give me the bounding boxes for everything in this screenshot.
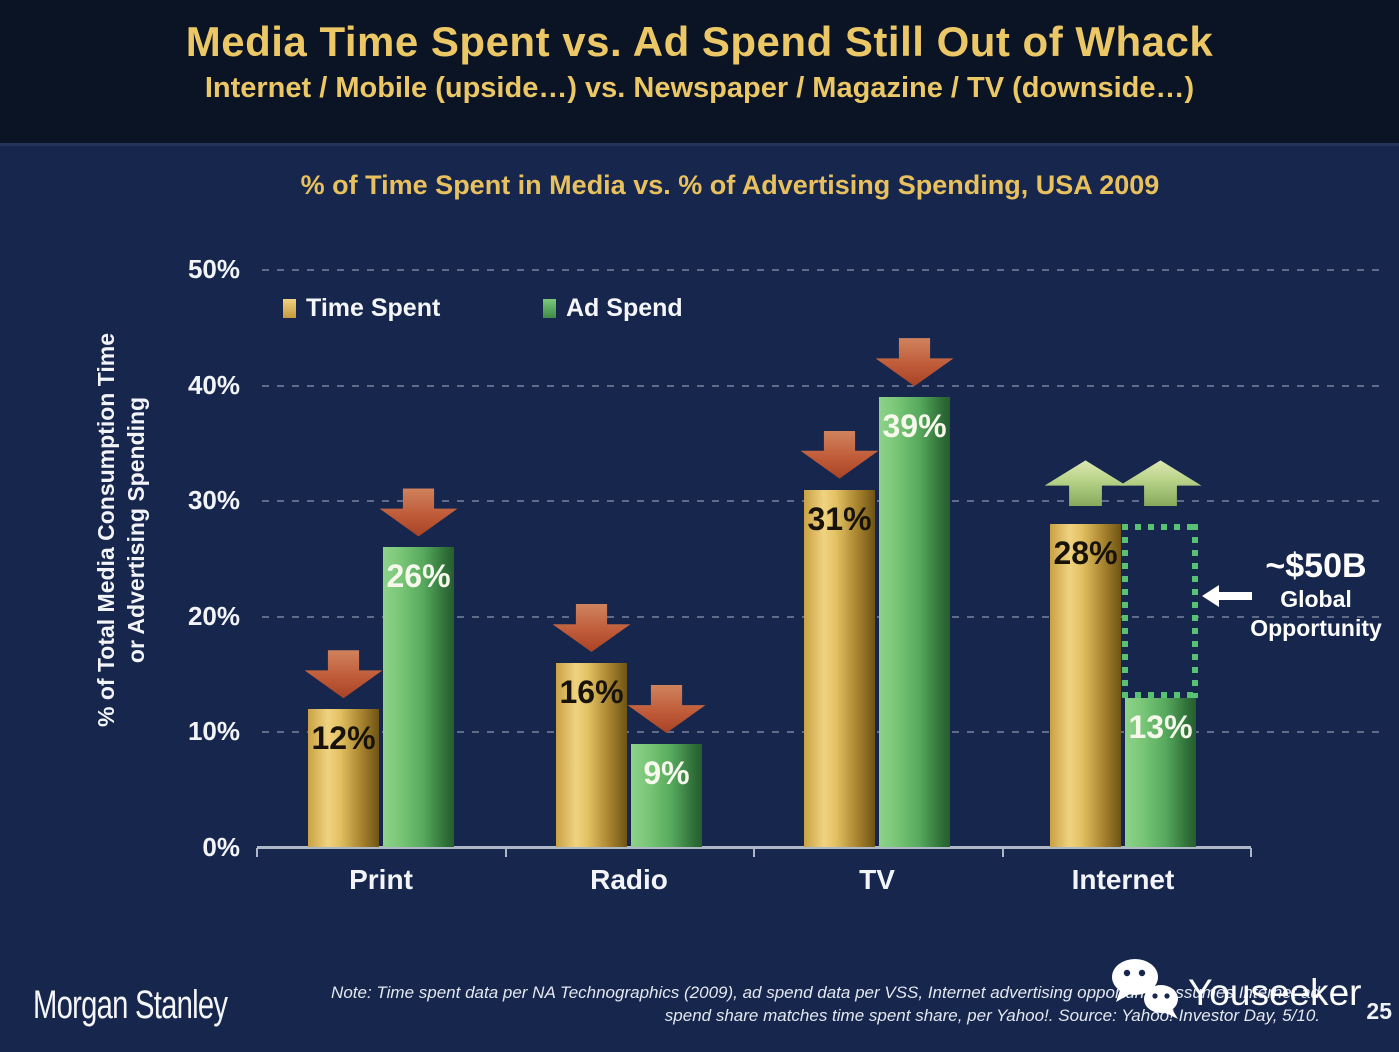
page-number: 25 [1366, 998, 1392, 1024]
trend-arrow-down-icon [627, 684, 706, 733]
y-axis-tick-label: 20% [187, 600, 240, 631]
bar-value-label-time-spent-internet: 28% [1053, 535, 1118, 572]
y-axis-tick-label: 40% [187, 369, 240, 400]
x-axis-category-label: Print [349, 864, 413, 895]
legend-item-ad-spend: Ad Spend [543, 294, 683, 322]
opportunity-annotation: ~$50B Global Opportunity [1237, 547, 1395, 643]
x-axis-tick [256, 848, 258, 857]
bar-value-label-time-spent-print: 12% [311, 720, 376, 757]
trend-arrow-down-icon [875, 338, 954, 387]
x-axis-tick [1250, 848, 1252, 857]
opportunity-gap-box-edge [1122, 691, 1198, 698]
bar-value-label-ad-spend-print: 26% [386, 558, 451, 595]
x-axis-tick [504, 848, 507, 857]
trend-arrow-down-icon [379, 488, 458, 537]
legend-swatch-gold-icon [283, 298, 296, 318]
opportunity-gap-box-edge [1122, 524, 1198, 531]
bar-value-label-time-spent-tv: 31% [807, 500, 872, 537]
legend-label-ad-spend: Ad Spend [566, 293, 683, 322]
x-axis-category-label: Radio [590, 864, 668, 895]
bar-ad-spend-internet [1125, 697, 1196, 847]
legend-item-time-spent: Time Spent [283, 294, 440, 322]
bar-time-spent-radio [556, 663, 627, 847]
x-axis-tick [1001, 848, 1004, 857]
opportunity-gap-box [1122, 524, 1198, 698]
bar-value-label-ad-spend-radio: 9% [643, 754, 690, 791]
gridline [262, 384, 1385, 387]
bar-value-label-ad-spend-internet: 13% [1128, 708, 1193, 745]
bar-time-spent-tv [804, 489, 875, 847]
y-axis-tick-label: 50% [187, 254, 240, 284]
left-pointer-arrow-icon [1202, 585, 1252, 607]
x-axis-category-label: Internet [1071, 864, 1175, 895]
legend-label-time-spent: Time Spent [306, 293, 441, 322]
header-band [0, 0, 1399, 146]
x-axis-line [257, 846, 1251, 849]
trend-arrow-down-icon [800, 430, 879, 479]
y-axis-tick-label: 30% [187, 485, 240, 516]
chart-title: % of Time Spent in Media vs. % of Advert… [300, 170, 1160, 200]
watermark: Youseeker [1108, 958, 1362, 1020]
bar-ad-spend-print [383, 547, 454, 847]
opportunity-label-line2: Opportunity [1250, 615, 1382, 641]
bar-time-spent-print [308, 709, 379, 847]
trend-arrow-down-icon [304, 650, 383, 699]
page-title: Media Time Spent vs. Ad Spend Still Out … [185, 18, 1214, 65]
footer-note-line1: Note: Time spent data per NA Technograph… [331, 983, 1320, 1002]
wechat-icon [1112, 959, 1178, 1019]
x-axis-tick [753, 848, 755, 857]
opportunity-gap-box-edge [1122, 524, 1128, 698]
bar-ad-spend-tv [879, 397, 950, 847]
morgan-stanley-logo: Morgan Stanley [33, 983, 228, 1027]
opportunity-gap-box-edge [1192, 524, 1198, 698]
opportunity-label-line1: Global [1280, 586, 1352, 612]
bar-value-label-time-spent-radio: 16% [559, 674, 624, 711]
opportunity-value: ~$50B [1265, 547, 1367, 585]
y-axis-tick-label: 10% [187, 716, 240, 747]
page-subtitle: Internet / Mobile (upside…) vs. Newspape… [204, 72, 1195, 104]
watermark-text: Youseeker [1188, 972, 1362, 1013]
bar-value-label-ad-spend-tv: 39% [882, 408, 947, 445]
y-axis-tick-label: 0% [202, 832, 240, 862]
gridline [262, 269, 1385, 271]
bar-time-spent-internet [1050, 524, 1121, 847]
bar-ad-spend-radio [631, 743, 702, 847]
trend-arrow-down-icon [552, 604, 631, 653]
x-axis-category-label: TV [859, 864, 895, 895]
legend-swatch-green-icon [543, 298, 556, 318]
